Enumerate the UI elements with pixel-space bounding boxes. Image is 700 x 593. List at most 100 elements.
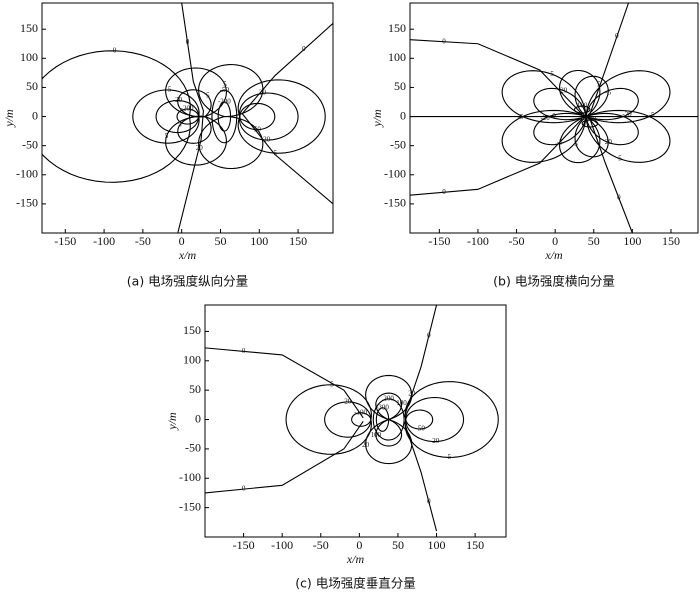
y-tick-label: 150 <box>183 323 201 337</box>
contour-line <box>237 79 326 154</box>
contour-line <box>372 398 405 441</box>
contour-line <box>165 67 227 118</box>
contour-line <box>324 401 372 438</box>
x-tick-label: 100 <box>428 538 446 552</box>
x-tick-label: 100 <box>623 234 641 248</box>
contour-label: 5 <box>165 132 169 140</box>
contour-line <box>410 39 583 115</box>
contour-label: -5 <box>445 453 451 461</box>
contour-line <box>351 412 372 427</box>
panel: -150 -100 -50 0 50 100 150-150-100-50050100150… <box>2 2 334 289</box>
contour-line <box>198 64 264 118</box>
x-tick-label: -150 <box>233 538 255 552</box>
contour-label: 0 <box>442 188 446 196</box>
y-tick-label: 100 <box>183 353 201 367</box>
contour-label: 20 <box>263 136 271 144</box>
contour-label: -100 <box>354 408 367 416</box>
plot-frame <box>41 2 334 234</box>
contour-label: 20 <box>362 441 370 449</box>
x-tick-label: 0 <box>356 538 362 552</box>
contour-line <box>132 89 200 144</box>
y-tick-label: -50 <box>390 137 406 151</box>
y-tick-label: 50 <box>394 79 406 93</box>
x-tick-label: 150 <box>662 234 680 248</box>
x-tick-label: -50 <box>135 234 151 248</box>
contour-line <box>211 89 238 144</box>
contour-label: -5 <box>166 86 172 94</box>
contour-line <box>581 119 599 128</box>
y-axis-label: y/m <box>370 109 384 128</box>
x-axis-label: x/m <box>346 552 365 566</box>
y-tick-label: 0 <box>32 108 38 122</box>
x-tick-label: -150 <box>54 234 76 248</box>
y-tick-label: 0 <box>195 411 201 425</box>
contour-line <box>533 87 587 121</box>
contour-label: 100 <box>577 102 588 110</box>
y-tick-label: -100 <box>16 167 38 181</box>
y-axis-label: y/m <box>2 109 16 128</box>
contour-label: -20 <box>540 114 550 122</box>
contour-label: 20 <box>408 389 416 397</box>
contour-line <box>501 109 587 163</box>
contour-line <box>375 418 403 447</box>
contour-label: 5 <box>178 121 182 129</box>
y-tick-label: -150 <box>384 196 406 210</box>
contour-label: 0 <box>427 497 431 505</box>
contour-line <box>241 22 333 205</box>
contour-label: 20 <box>344 398 352 406</box>
contour-label: 0 <box>427 331 431 339</box>
contour-label: -50 <box>416 425 426 433</box>
contour-label: 0 <box>617 194 621 202</box>
contour-label: 0 <box>242 485 246 493</box>
contour-line <box>585 87 639 121</box>
contour-line <box>404 381 499 458</box>
y-tick-label: -50 <box>22 137 38 151</box>
contour-label: 0 <box>113 46 117 54</box>
contour-line <box>589 3 630 115</box>
contour-label: -5 <box>557 138 563 146</box>
contour-line <box>533 112 587 146</box>
contour-label: 100 <box>396 399 407 407</box>
contour-label: 20 <box>259 89 267 97</box>
contour-line <box>177 3 204 233</box>
contour-line <box>42 50 191 183</box>
contour-label: -5 <box>605 89 611 97</box>
contour-label: 20 <box>196 144 204 152</box>
contour-label: -20 <box>430 437 440 445</box>
y-tick-label: 150 <box>20 21 38 35</box>
contour-label: 50 <box>254 125 262 133</box>
x-tick-label: -100 <box>93 234 115 248</box>
x-tick-label: 50 <box>392 538 404 552</box>
panel: -150 -100 -50 0 50 100 150-150-100-50050100150… <box>370 2 699 289</box>
contour-label: 5 <box>550 70 554 78</box>
x-tick-label: -100 <box>271 538 293 552</box>
contour-label: 0 <box>302 45 306 53</box>
plot-frame <box>409 2 699 234</box>
contour-line <box>239 102 276 131</box>
contour-line <box>177 89 212 118</box>
contour-label: 5 <box>274 149 278 157</box>
contour-line <box>205 347 364 419</box>
x-tick-label: 0 <box>179 234 185 248</box>
contour-label: 0 <box>242 347 246 355</box>
panel: -150 -100 -50 0 50 100 150-150-100-50050100150… <box>165 304 507 591</box>
contour-line <box>559 69 601 118</box>
contour-label: -100 <box>583 116 596 124</box>
contour-line <box>585 112 639 146</box>
contour-line <box>574 115 609 158</box>
contour-label: 0 <box>552 112 556 120</box>
contour-line <box>405 396 465 443</box>
contour-label: -50 <box>220 86 230 94</box>
y-tick-label: -150 <box>179 499 201 513</box>
x-tick-label: 50 <box>214 234 226 248</box>
x-axis-label: x/m <box>178 248 197 262</box>
contour-label: 5 <box>330 380 334 388</box>
contour-label: -300 <box>376 403 389 411</box>
contour-line <box>365 418 413 465</box>
contour-line <box>585 109 671 163</box>
contour-line <box>365 374 413 421</box>
contour-line <box>239 92 299 141</box>
